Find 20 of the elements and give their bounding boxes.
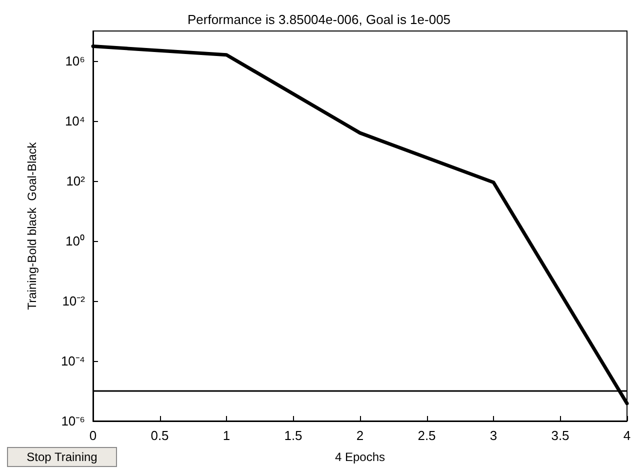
x-tick-label: 0.5	[150, 428, 169, 443]
stop-button: Stop Training	[7, 447, 117, 467]
y-tick-label: 10⁻⁴	[60, 354, 85, 368]
x-tick-label: 1	[222, 428, 230, 443]
y-tick-label: 10²	[66, 174, 86, 188]
x-tick-label: 2	[356, 428, 364, 443]
x-tick-label: 3	[490, 428, 498, 443]
x-axis-title: 4 Epochs	[334, 450, 386, 464]
x-tick-label: 0	[89, 428, 97, 443]
y-tick-label: 10⁴	[64, 114, 85, 128]
y-tick-label: 10⁻⁶	[61, 414, 85, 428]
y-axis-title: Training-Bold black Goal-Black	[25, 141, 39, 310]
x-tick-label: 2.5	[418, 428, 436, 443]
y-tick-label: 10⁻²	[62, 294, 86, 308]
chart-title: Performance is 3.85004e-006, Goal is 1e-005	[187, 12, 451, 27]
x-tick-label: 4	[623, 428, 631, 443]
y-tick-label: 10⁶	[65, 54, 85, 68]
x-tick-label: 3.5	[551, 428, 570, 443]
y-tick-label: 10⁰	[66, 234, 85, 248]
x-tick-label: 1.5	[284, 428, 302, 443]
